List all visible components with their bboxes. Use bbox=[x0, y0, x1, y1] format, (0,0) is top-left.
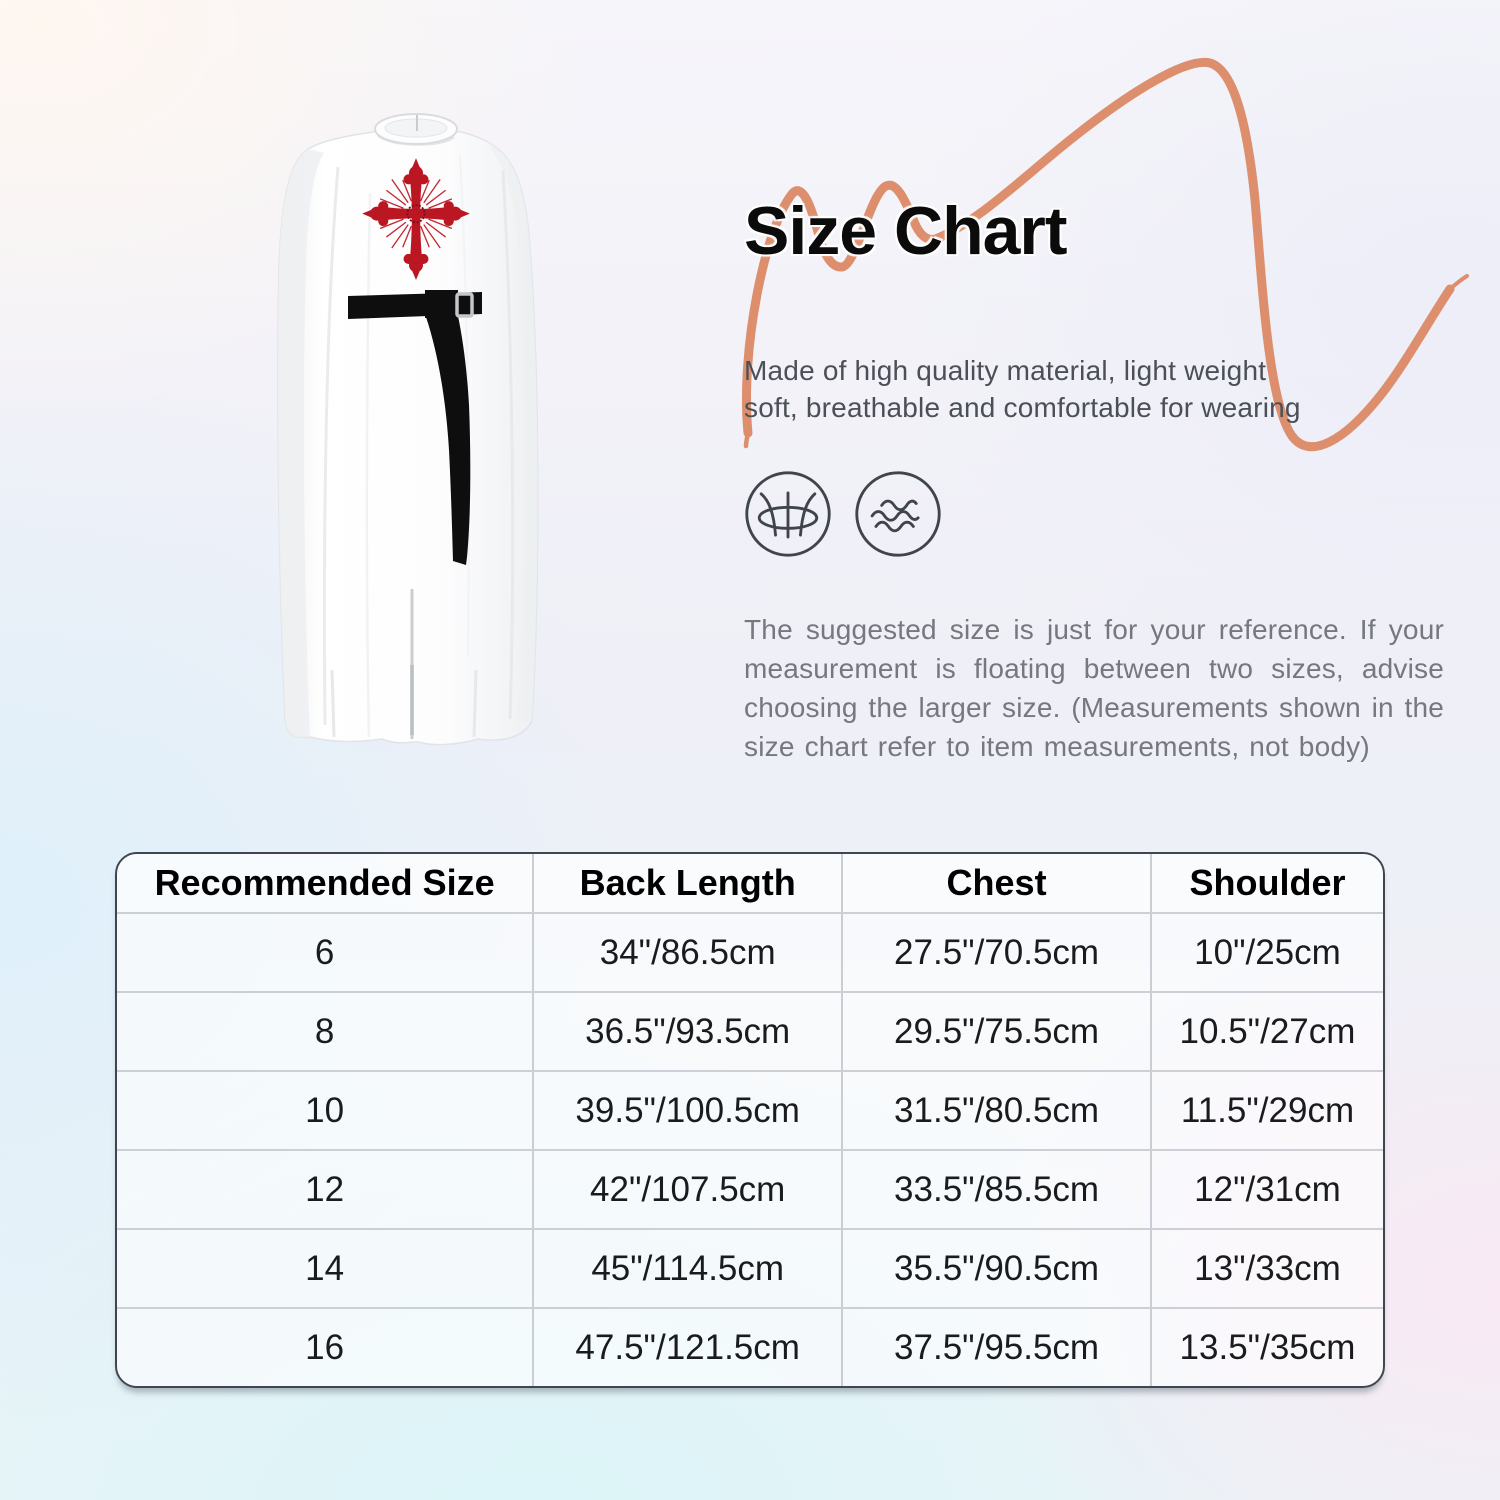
table-row: 16 47.5"/121.5cm 37.5"/95.5cm 13.5"/35cm bbox=[117, 1307, 1383, 1386]
column-header-shoulder: Shoulder bbox=[1150, 854, 1383, 912]
cell-back-length: 45"/114.5cm bbox=[532, 1230, 842, 1307]
sizing-note: The suggested size is just for your refe… bbox=[744, 614, 1444, 762]
material-note-line2: soft, breathable and comfortable for wea… bbox=[744, 392, 1301, 423]
cell-back-length: 39.5"/100.5cm bbox=[532, 1072, 842, 1149]
cape-right-shade bbox=[486, 141, 538, 723]
belt-buckle bbox=[455, 292, 474, 318]
cell-size: 10 bbox=[117, 1072, 533, 1149]
cell-shoulder: 11.5"/29cm bbox=[1150, 1072, 1383, 1149]
cell-back-length: 34"/86.5cm bbox=[532, 914, 842, 991]
belt bbox=[348, 290, 482, 565]
column-header-chest: Chest bbox=[841, 854, 1151, 912]
cross-thorn-ring bbox=[406, 204, 426, 224]
lightweight-fabric-icon bbox=[745, 471, 831, 557]
table-row: 8 36.5"/93.5cm 29.5"/75.5cm 10.5"/27cm bbox=[117, 991, 1383, 1070]
cell-back-length: 36.5"/93.5cm bbox=[532, 993, 842, 1070]
product-photo-templar-cape bbox=[277, 113, 539, 746]
table-row: 6 34"/86.5cm 27.5"/70.5cm 10"/25cm bbox=[117, 912, 1383, 991]
cell-size: 12 bbox=[117, 1151, 533, 1228]
material-note: Made of high quality material, light wei… bbox=[744, 352, 1301, 426]
cell-chest: 31.5"/80.5cm bbox=[841, 1072, 1151, 1149]
cell-back-length: 47.5"/121.5cm bbox=[532, 1309, 842, 1386]
cell-chest: 27.5"/70.5cm bbox=[841, 914, 1151, 991]
cross-shape bbox=[362, 158, 470, 280]
cell-shoulder: 13.5"/35cm bbox=[1150, 1309, 1383, 1386]
cell-back-length: 42"/107.5cm bbox=[532, 1151, 842, 1228]
cell-chest: 29.5"/75.5cm bbox=[841, 993, 1151, 1070]
cape-body bbox=[277, 125, 539, 746]
cape-left-shade bbox=[277, 149, 324, 738]
cell-size: 14 bbox=[117, 1230, 533, 1307]
cell-chest: 33.5"/85.5cm bbox=[841, 1151, 1151, 1228]
size-chart-table: Recommended Size Back Length Chest Shoul… bbox=[115, 852, 1385, 1388]
cell-shoulder: 10"/25cm bbox=[1150, 914, 1383, 991]
cross-emblem bbox=[362, 158, 470, 280]
cell-size: 6 bbox=[117, 914, 533, 991]
cell-size: 8 bbox=[117, 993, 533, 1070]
material-note-line1: Made of high quality material, light wei… bbox=[744, 355, 1267, 386]
cross-rays bbox=[379, 178, 453, 249]
cell-size: 16 bbox=[117, 1309, 533, 1386]
collar bbox=[374, 113, 458, 145]
cell-shoulder: 13"/33cm bbox=[1150, 1230, 1383, 1307]
table-row: 10 39.5"/100.5cm 31.5"/80.5cm 11.5"/29cm bbox=[117, 1070, 1383, 1149]
cell-chest: 35.5"/90.5cm bbox=[841, 1230, 1151, 1307]
column-header-recommended-size: Recommended Size bbox=[117, 854, 533, 912]
cell-chest: 37.5"/95.5cm bbox=[841, 1309, 1151, 1386]
feature-icons bbox=[742, 468, 944, 560]
soft-waves-icon bbox=[855, 471, 941, 557]
page-title: Size Chart bbox=[744, 193, 1068, 269]
table-row: 14 45"/114.5cm 35.5"/90.5cm 13"/33cm bbox=[117, 1228, 1383, 1307]
column-header-back-length: Back Length bbox=[532, 854, 842, 912]
cell-shoulder: 12"/31cm bbox=[1150, 1151, 1383, 1228]
cell-shoulder: 10.5"/27cm bbox=[1150, 993, 1383, 1070]
table-row: 12 42"/107.5cm 33.5"/85.5cm 12"/31cm bbox=[117, 1149, 1383, 1228]
table-header-row: Recommended Size Back Length Chest Shoul… bbox=[117, 854, 1383, 912]
